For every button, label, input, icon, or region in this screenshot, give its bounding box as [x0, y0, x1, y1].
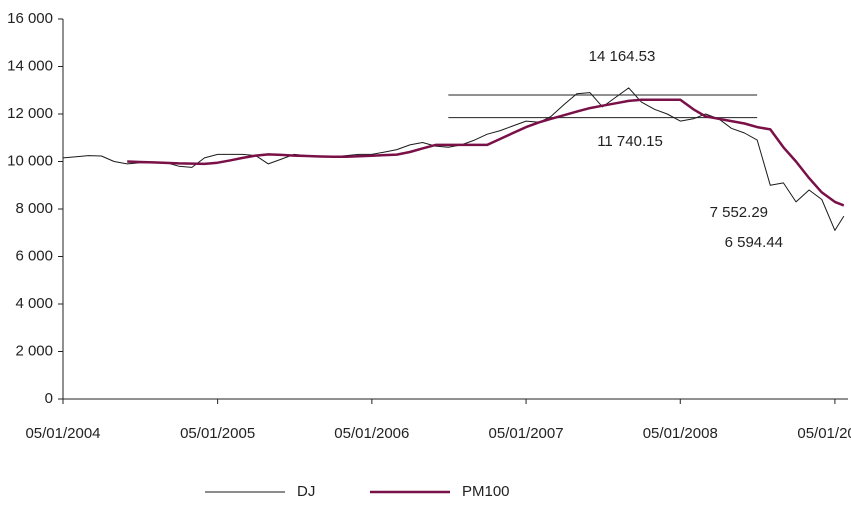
x-tick-label: 05/01/2005 [180, 425, 255, 442]
x-tick-label: 05/01/2007 [489, 425, 564, 442]
y-tick-label: 10 000 [7, 152, 53, 169]
legend-label: DJ [297, 483, 315, 500]
x-tick-label: 05/01/2009 [797, 425, 851, 442]
y-tick-label: 12 000 [7, 105, 53, 122]
legend-label: PM100 [462, 483, 510, 500]
y-tick-label: 14 000 [7, 57, 53, 74]
y-tick-label: 8 000 [15, 200, 53, 217]
x-tick-label: 05/01/2008 [643, 425, 718, 442]
line-series [127, 98, 845, 207]
annotation: 14 164.53 [589, 48, 656, 65]
y-tick-label: 2 000 [15, 342, 53, 359]
annotation: 6 594.44 [725, 234, 783, 251]
x-tick-label: 05/01/2006 [334, 425, 409, 442]
x-tick-label: 05/01/2004 [25, 425, 100, 442]
annotation: 11 740.15 [597, 133, 663, 150]
y-tick-label: 0 [45, 390, 53, 407]
annotation: 7 552.29 [710, 204, 768, 221]
y-tick-label: 16 000 [7, 10, 53, 27]
y-tick-label: 6 000 [15, 247, 53, 264]
y-tick-label: 4 000 [15, 295, 53, 312]
